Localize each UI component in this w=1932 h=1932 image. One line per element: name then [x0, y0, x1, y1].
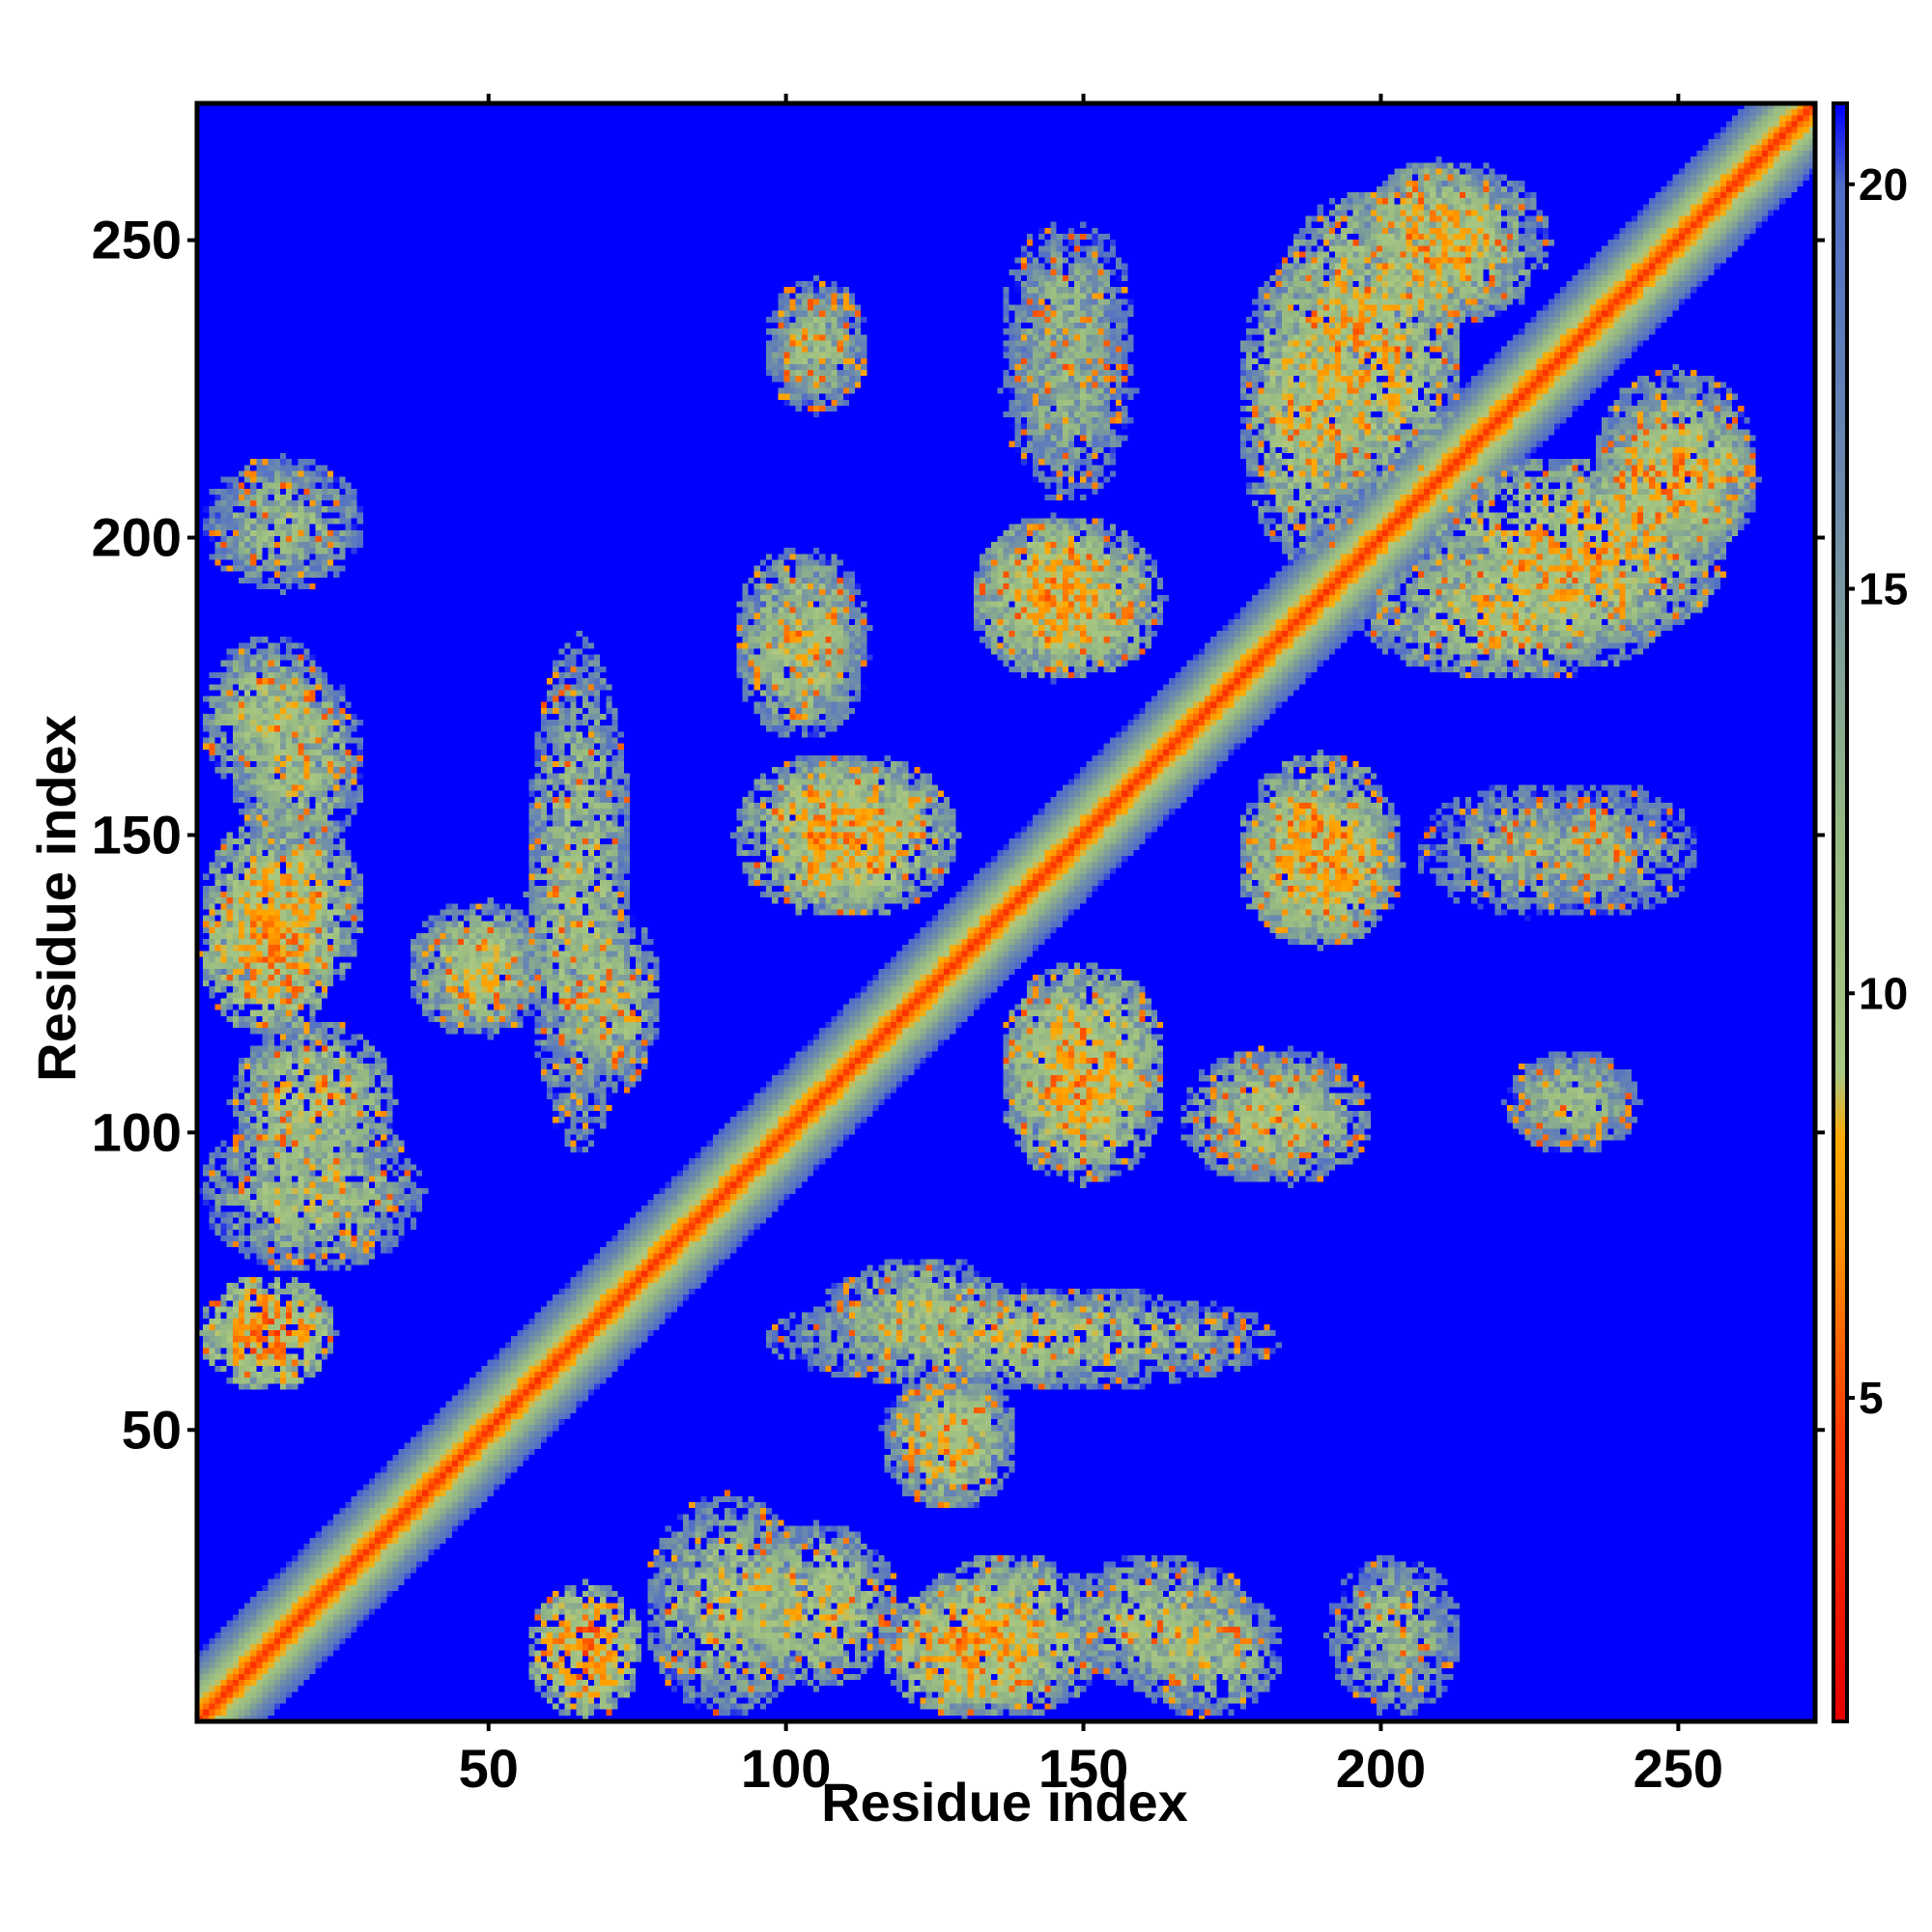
- y-tick-label: 250: [92, 210, 182, 270]
- x-tick-label: 200: [1336, 1738, 1426, 1799]
- x-tick-label: 100: [741, 1738, 831, 1799]
- x-tick-label: 250: [1634, 1738, 1723, 1799]
- colorbar-tick-label: 15: [1859, 564, 1908, 614]
- x-tick-label: 50: [459, 1738, 519, 1799]
- x-axis-ticks: 50 100 150 200 250: [459, 94, 1723, 1799]
- y-axis-ticks: 50 100 150 200 250: [92, 210, 1825, 1460]
- y-axis-label: Residue index: [26, 715, 87, 1082]
- y-tick-label: 150: [92, 804, 182, 865]
- colorbar-tick-label: 5: [1859, 1373, 1884, 1423]
- colorbar-gradient: [1833, 103, 1847, 1721]
- x-axis-label: Residue index: [821, 1772, 1188, 1833]
- y-tick-label: 50: [122, 1399, 182, 1460]
- colorbar-tick-label: 10: [1859, 968, 1908, 1018]
- colorbar-tick-label: 20: [1859, 159, 1908, 210]
- distance-heatmap: [197, 103, 1815, 1721]
- y-tick-label: 200: [92, 507, 182, 568]
- x-tick-label: 150: [1038, 1738, 1128, 1799]
- colorbar-frame: [1832, 101, 1849, 1723]
- colorbar-ticks: 5 10 15 20: [1847, 159, 1908, 1423]
- plot-frame: [194, 100, 1818, 1724]
- y-tick-label: 100: [92, 1101, 182, 1162]
